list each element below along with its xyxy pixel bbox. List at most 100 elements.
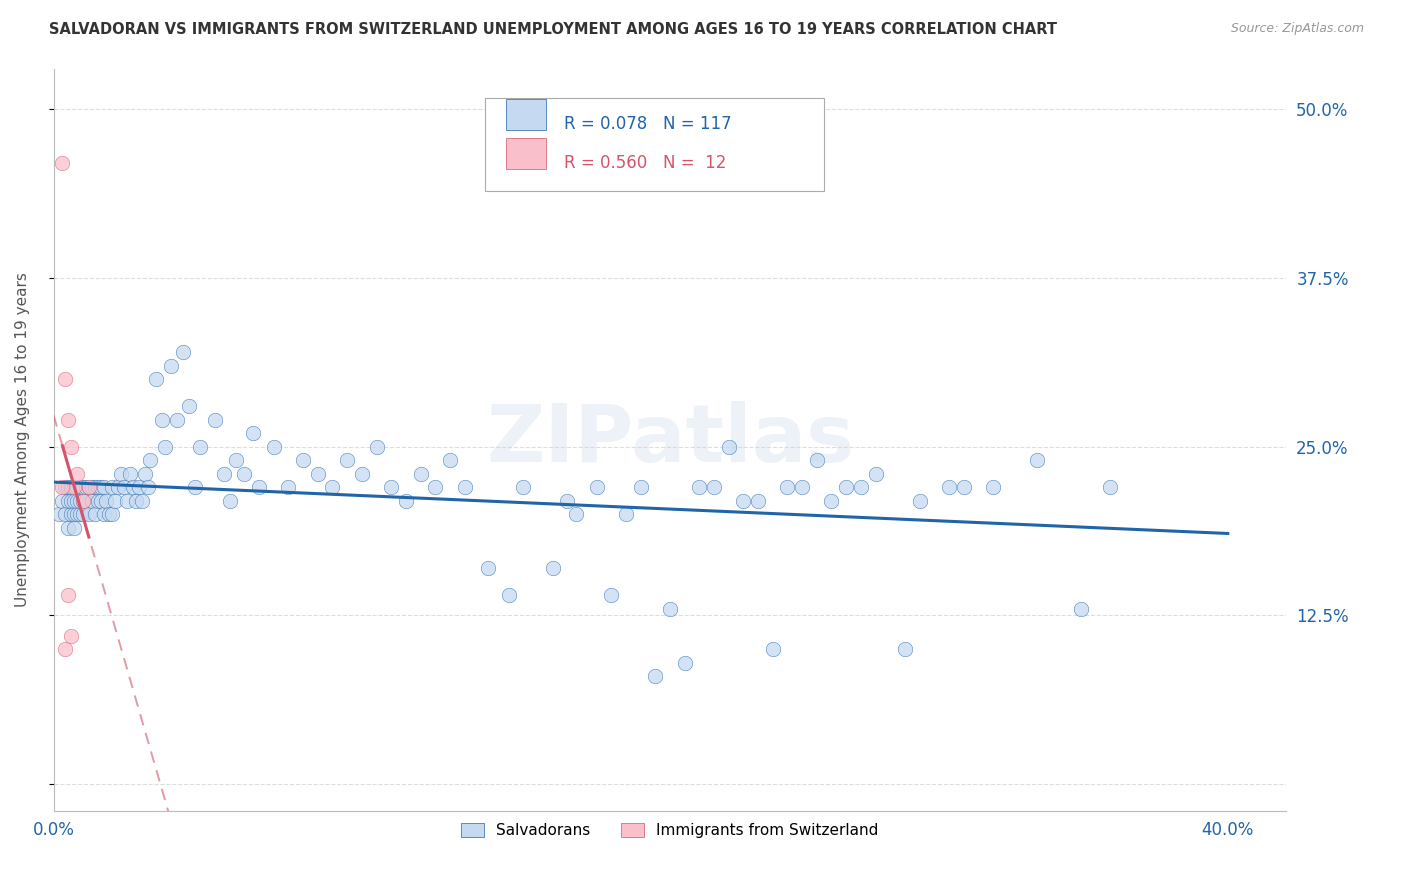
Point — [204, 412, 226, 426]
Point — [60, 507, 83, 521]
Point — [72, 480, 94, 494]
Point — [98, 507, 121, 521]
Point — [101, 507, 124, 521]
Point — [118, 467, 141, 481]
Point — [555, 493, 578, 508]
Point — [121, 480, 143, 494]
Point — [72, 507, 94, 521]
Point — [166, 412, 188, 426]
Point — [139, 453, 162, 467]
Text: Source: ZipAtlas.com: Source: ZipAtlas.com — [1230, 22, 1364, 36]
Point — [792, 480, 814, 494]
Point — [512, 480, 534, 494]
Point — [128, 480, 150, 494]
FancyBboxPatch shape — [485, 98, 824, 191]
Point — [541, 561, 564, 575]
Point — [115, 493, 138, 508]
Point — [938, 480, 960, 494]
Point — [134, 467, 156, 481]
Point — [60, 480, 83, 494]
Bar — [506, 99, 546, 130]
Point — [894, 642, 917, 657]
Point — [336, 453, 359, 467]
Point — [630, 480, 652, 494]
Point — [212, 467, 235, 481]
Point — [172, 345, 194, 359]
Point — [83, 507, 105, 521]
Point — [51, 480, 73, 494]
Point — [60, 629, 83, 643]
Y-axis label: Unemployment Among Ages 16 to 19 years: Unemployment Among Ages 16 to 19 years — [15, 272, 30, 607]
Point — [63, 507, 86, 521]
Point — [242, 426, 264, 441]
Text: SALVADORAN VS IMMIGRANTS FROM SWITZERLAND UNEMPLOYMENT AMONG AGES 16 TO 19 YEARS: SALVADORAN VS IMMIGRANTS FROM SWITZERLAN… — [49, 22, 1057, 37]
Point — [53, 372, 76, 386]
Point — [153, 440, 176, 454]
Point — [747, 493, 769, 508]
Point — [60, 440, 83, 454]
Point — [865, 467, 887, 481]
Point — [53, 507, 76, 521]
Point — [439, 453, 461, 467]
Point — [69, 507, 91, 521]
Point — [1099, 480, 1122, 494]
Point — [90, 493, 112, 508]
Text: ZIPatlas: ZIPatlas — [486, 401, 855, 479]
Point — [93, 507, 115, 521]
Point — [75, 493, 97, 508]
Point — [83, 480, 105, 494]
Point — [600, 588, 623, 602]
Point — [177, 399, 200, 413]
Point — [776, 480, 799, 494]
Point — [321, 480, 343, 494]
Point — [72, 493, 94, 508]
Point — [225, 453, 247, 467]
Point — [112, 480, 135, 494]
Point — [477, 561, 499, 575]
Point — [101, 480, 124, 494]
Point — [60, 493, 83, 508]
Point — [806, 453, 828, 467]
Point — [160, 359, 183, 373]
Point — [69, 493, 91, 508]
Point — [51, 493, 73, 508]
Point — [66, 480, 89, 494]
Point — [307, 467, 329, 481]
Point — [717, 440, 740, 454]
Point — [565, 507, 588, 521]
Point — [190, 440, 212, 454]
Point — [1026, 453, 1049, 467]
Point — [614, 507, 637, 521]
Point — [131, 493, 153, 508]
Point — [48, 507, 70, 521]
Point — [125, 493, 148, 508]
Point — [585, 480, 607, 494]
Point — [366, 440, 388, 454]
Point — [981, 480, 1004, 494]
Point — [453, 480, 475, 494]
Point — [425, 480, 447, 494]
Point — [820, 493, 842, 508]
Point — [58, 521, 80, 535]
Point — [218, 493, 240, 508]
Text: R = 0.560   N =  12: R = 0.560 N = 12 — [564, 153, 727, 172]
Point — [263, 440, 285, 454]
Point — [69, 480, 91, 494]
Point — [350, 467, 373, 481]
Point — [659, 601, 682, 615]
Point — [58, 480, 80, 494]
Point — [58, 493, 80, 508]
Point — [58, 412, 80, 426]
Point — [409, 467, 432, 481]
Point — [77, 480, 100, 494]
Point — [66, 467, 89, 481]
Point — [53, 642, 76, 657]
Point — [277, 480, 299, 494]
Point — [104, 493, 127, 508]
Point — [80, 480, 103, 494]
Point — [183, 480, 205, 494]
Point — [93, 480, 115, 494]
Point — [53, 480, 76, 494]
Point — [233, 467, 256, 481]
Point — [835, 480, 858, 494]
